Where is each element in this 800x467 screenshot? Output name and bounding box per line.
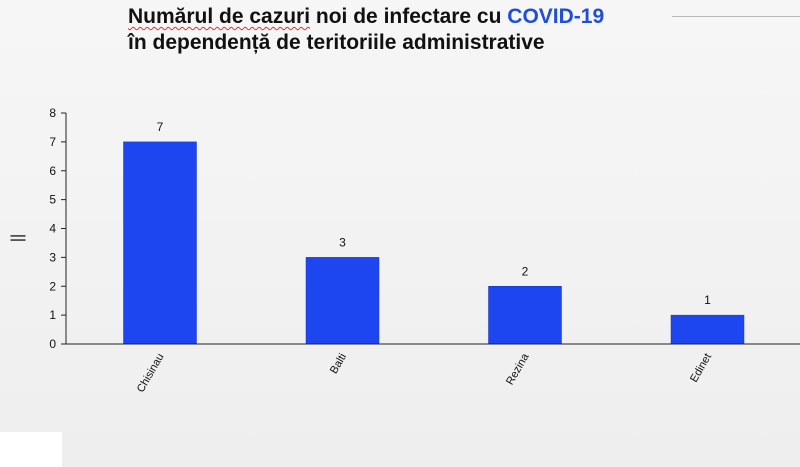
y-tick-label: 7 [49,135,56,149]
data-label: 3 [339,235,346,249]
y-tick-label: 1 [49,308,56,322]
title-spellcheck-segment: Numărul de cazuri [128,5,311,28]
chart-title-line-1: Numărul de cazuri noi de infectare cu CO… [128,4,604,30]
x-tick-label: Rezina [504,351,532,387]
data-label: 2 [522,264,529,278]
x-tick-label: Chisinau [135,352,167,395]
x-axis: Chisinau Balti Rezina Edinet [66,343,800,395]
bar-balti [305,257,380,345]
y-tick-label: 4 [49,222,56,236]
title-accent-segment: COVID-19 [507,5,605,28]
y-tick-label: 5 [49,193,56,207]
y-tick-label: 6 [49,164,56,178]
corner-panel [0,432,62,467]
window-top-rule [672,16,800,17]
x-tick-label: Balti [328,352,349,377]
data-label: 1 [704,293,711,307]
title-segment: noi de infectare cu [310,5,508,28]
bar-chisinau [123,141,197,345]
y-tick-label: 0 [49,337,56,351]
x-tick-label: Edinet [688,352,714,385]
chart-title: Numărul de cazuri noi de infectare cu CO… [128,4,604,56]
y-axis: 0 1 2 3 4 5 6 7 8 [49,106,67,351]
data-label: 7 [157,120,164,134]
chart-title-line-2: în dependență de teritoriile administrat… [128,31,545,54]
y-tick-label: 2 [49,279,56,293]
y-tick-label: 3 [49,250,56,264]
bar-edinet [670,314,745,345]
bar-rezina [488,286,562,345]
y-tick-label: 8 [49,106,56,120]
bars: 7 3 2 1 [123,120,745,345]
